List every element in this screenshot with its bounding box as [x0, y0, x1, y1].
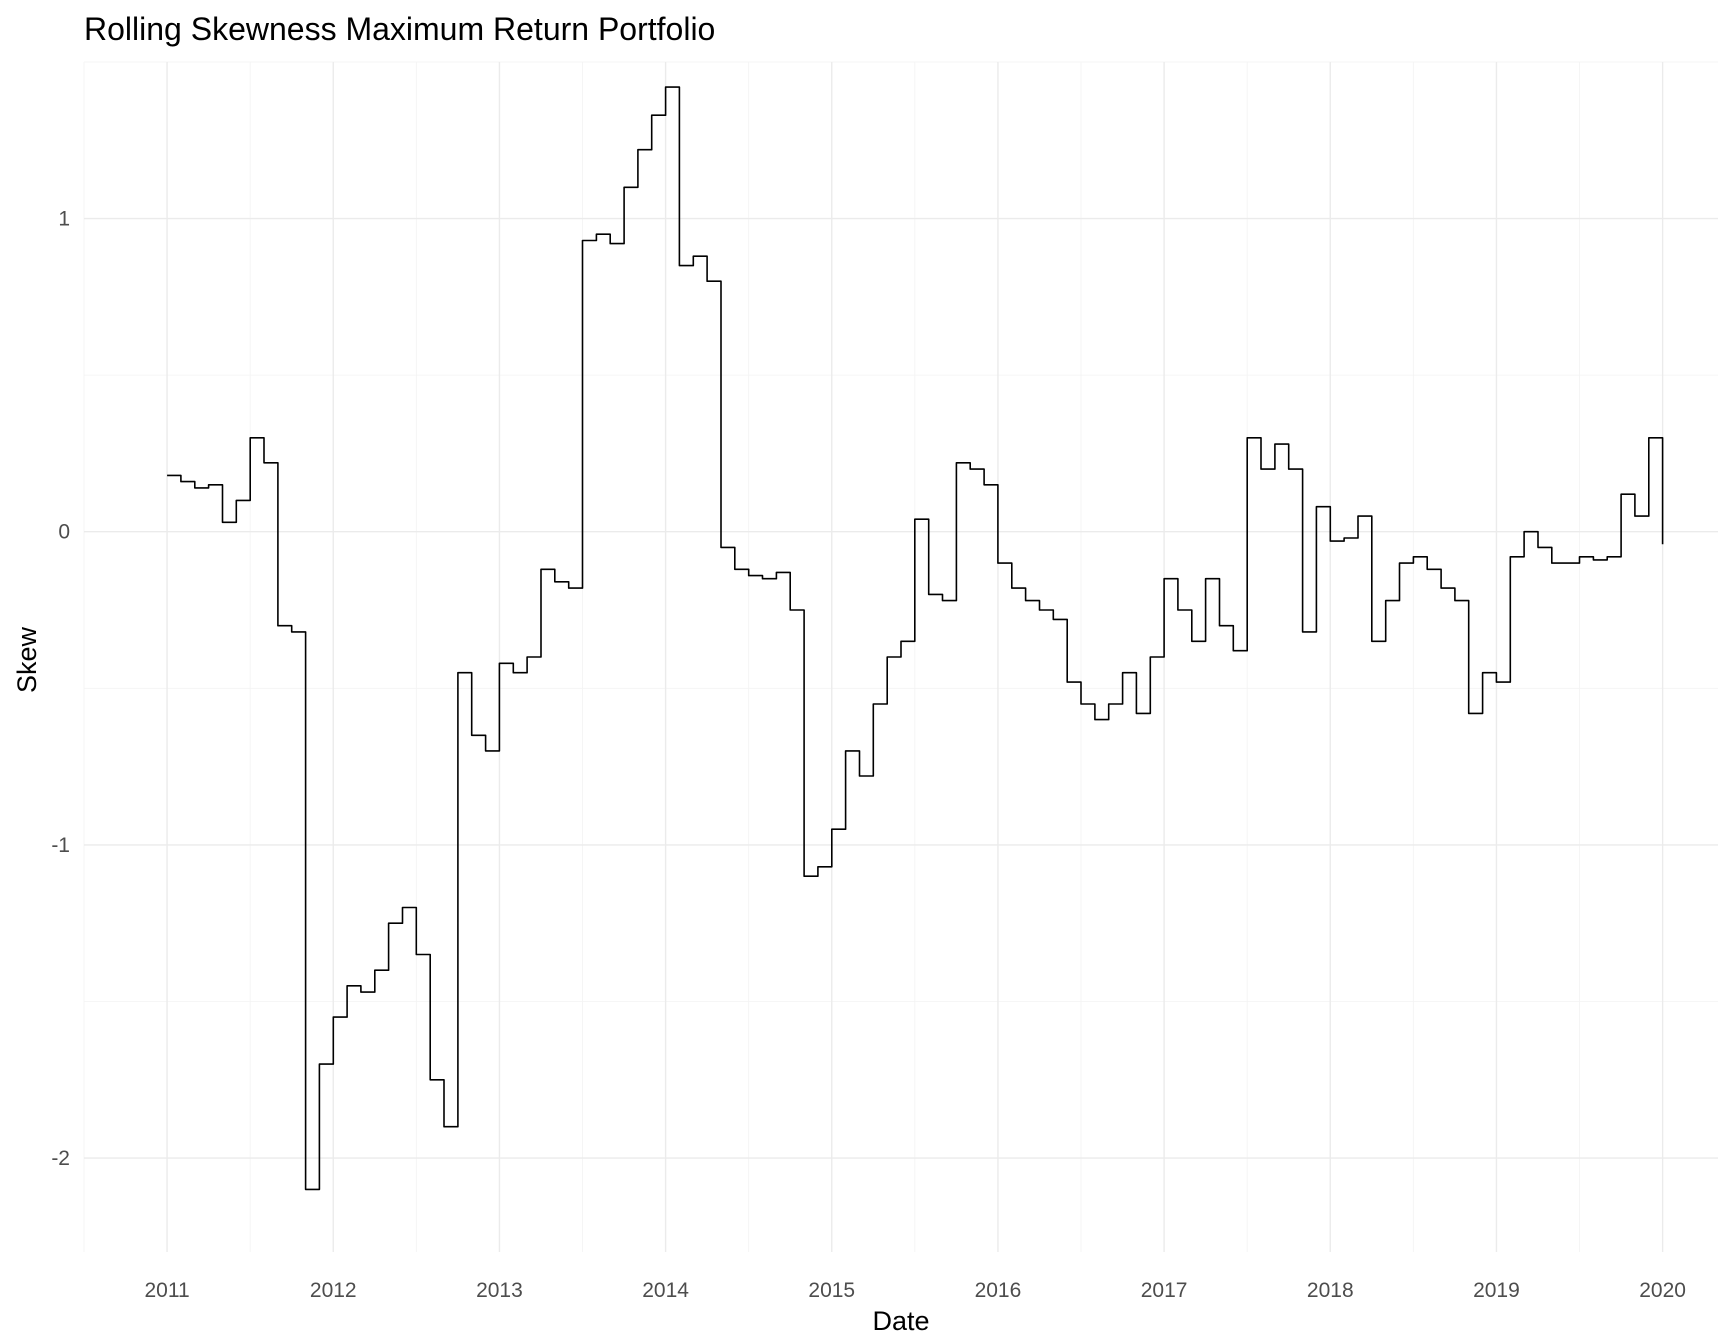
minor-gridlines [83, 61, 1718, 1252]
x-axis-tick-labels: 2011 2012 2013 2014 2015 2016 2017 2018 2019 2020 [144, 1279, 1685, 1302]
y-axis-title: Skew [12, 626, 42, 693]
series-line [167, 86, 1664, 1191]
x-tick-label: 2013 [476, 1279, 523, 1302]
x-tick-label: 2012 [310, 1279, 357, 1302]
y-tick-label: -2 [51, 1147, 70, 1170]
x-tick-label: 2011 [144, 1279, 189, 1302]
x-tick-label: 2020 [1639, 1279, 1686, 1302]
y-tick-label: 0 [58, 521, 70, 544]
x-tick-label: 2015 [808, 1279, 855, 1302]
x-tick-label: 2017 [1141, 1279, 1188, 1302]
series-layer [167, 86, 1664, 1191]
x-tick-label: 2014 [642, 1279, 689, 1302]
x-axis-title: Date [872, 1306, 929, 1336]
y-tick-label: -1 [51, 834, 70, 857]
major-gridlines [84, 62, 1718, 1252]
x-tick-label: 2018 [1307, 1279, 1354, 1302]
y-axis-tick-labels: -2 -1 0 1 [51, 208, 70, 1170]
chart-title: Rolling Skewness Maximum Return Portfoli… [84, 11, 715, 47]
x-tick-label: 2016 [975, 1279, 1022, 1302]
x-tick-label: 2019 [1473, 1279, 1520, 1302]
y-tick-label: 1 [58, 208, 70, 231]
